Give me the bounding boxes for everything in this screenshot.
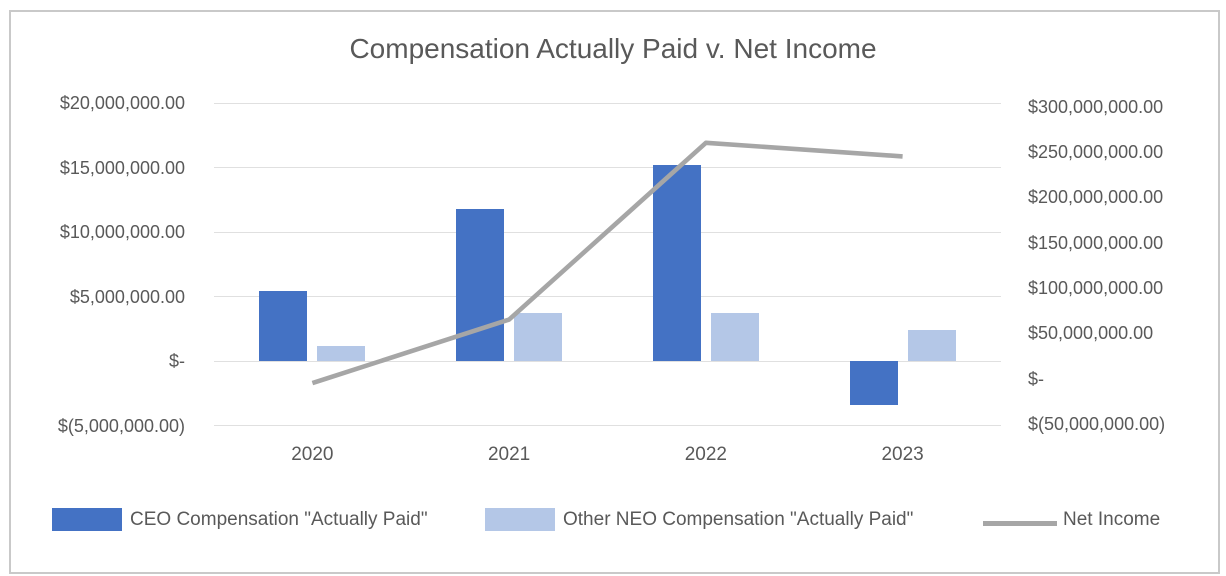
secondary-axis-tick-label: $- <box>1028 368 1045 389</box>
gridline <box>214 296 1001 297</box>
bar-ceo-2023 <box>849 361 898 405</box>
gridline <box>214 425 1001 426</box>
secondary-axis-tick-label: $200,000,000.00 <box>1028 187 1164 208</box>
x-axis-label: 2023 <box>881 444 924 465</box>
secondary-axis-tick-label: $150,000,000.00 <box>1028 232 1164 253</box>
gridline <box>214 102 1001 104</box>
legend-label-ceo: CEO Compensation "Actually Paid" <box>130 509 428 530</box>
gridline <box>214 231 1001 233</box>
primary-axis-tick-label: $5,000,000.00 <box>69 286 185 307</box>
legend-label-net-income: Net Income <box>1063 509 1161 530</box>
x-axis-label: 2021 <box>487 444 531 465</box>
primary-axis-tick-label: $10,000,000.00 <box>59 222 185 242</box>
bar-neo-2020 <box>317 345 366 361</box>
bar-ceo-2021 <box>456 208 505 361</box>
chart-title: Compensation Actually Paid v. Net Income <box>349 33 877 64</box>
secondary-axis-tick-label: $100,000,000.00 <box>1028 277 1164 298</box>
primary-axis-tick-label: $15,000,000.00 <box>59 157 185 178</box>
primary-axis-tick-label: $- <box>168 351 185 371</box>
bar-neo-2023 <box>907 330 956 361</box>
secondary-axis-tick-label: $(50,000,000.00) <box>1028 413 1166 434</box>
legend-label-neo: Other NEO Compensation "Actually Paid" <box>563 509 914 530</box>
legend-swatch-net-income-line <box>983 521 1057 526</box>
legend-swatch-neo-bar <box>485 508 555 531</box>
primary-axis-tick-label: $(5,000,000.00) <box>57 415 185 436</box>
secondary-axis-tick-label: $250,000,000.00 <box>1028 141 1164 162</box>
secondary-axis-tick-label: $50,000,000.00 <box>1028 323 1154 344</box>
legend-swatch-ceo-bar <box>52 508 122 531</box>
secondary-axis-tick-label: $300,000,000.00 <box>1028 96 1164 117</box>
primary-axis-tick-label: $20,000,000.00 <box>59 93 185 113</box>
bar-ceo-2020 <box>259 291 308 361</box>
x-axis-label: 2020 <box>291 444 334 465</box>
gridline <box>214 167 1001 168</box>
bar-neo-2021 <box>514 313 563 361</box>
bar-ceo-2022 <box>652 164 701 361</box>
x-axis-label: 2022 <box>684 444 728 465</box>
bar-neo-2022 <box>710 313 759 361</box>
